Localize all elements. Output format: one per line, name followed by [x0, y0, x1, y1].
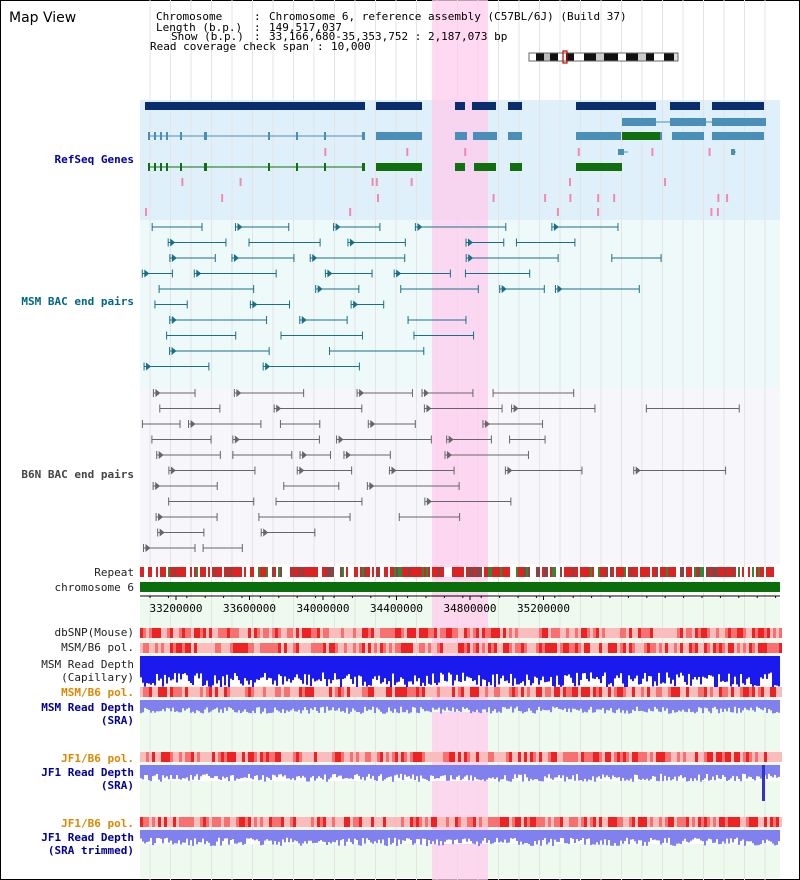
track-label-msm-pol-1[interactable]: MSM/B6 pol. [61, 641, 134, 654]
track-label-msm-pol-2[interactable]: MSM/B6 pol. [61, 686, 134, 699]
repeat-track [140, 567, 780, 577]
page-title: Map View [9, 10, 77, 26]
show-key: Show (b.p.) [171, 30, 244, 43]
chromosome-colon: : [254, 10, 261, 23]
show-colon: : [254, 30, 261, 43]
span-colon: : [317, 40, 324, 53]
axis-tick-label: 34400000 [370, 602, 423, 615]
track-label-refseq[interactable]: RefSeq Genes [54, 153, 134, 166]
track-label-jf1-depth[interactable]: JF1 Read Depth [41, 766, 134, 779]
track-label-msm-depth-sra-sub: (SRA) [100, 714, 134, 727]
track-label-jf1-depth-trim[interactable]: JF1 Read Depth [41, 831, 134, 844]
span-value: 10,000 [331, 40, 371, 53]
variation-tracks [140, 628, 782, 847]
chromosome-bar [140, 582, 780, 592]
chromosome-value: Chromosome 6, reference assembly (C57BL/… [269, 10, 627, 23]
chromosome-ideogram[interactable] [528, 50, 679, 64]
track-label-repeat[interactable]: Repeat [94, 566, 134, 579]
length-value: 149,517,037 [269, 21, 342, 34]
track-label-dbsnp[interactable]: dbSNP(Mouse) [54, 626, 134, 639]
track-label-msm-depth-cap[interactable]: MSM Read Depth [41, 658, 134, 671]
length-colon: : [254, 21, 261, 34]
length-key: Length (b.p.) [156, 21, 243, 34]
show-value: 33,166,680-35,353,752 : 2,187,073 bp [269, 30, 508, 43]
track-label-jf1-pol-2[interactable]: JF1/B6 pol. [61, 817, 134, 830]
position-axis: 33200000 33600000 34000000 34400000 34800000… [140, 595, 780, 615]
chromosome-key: Chromosome [156, 10, 223, 23]
track-label-jf1-depth-trim-sub: (SRA trimmed) [47, 844, 134, 857]
axis-tick-label: 34000000 [297, 602, 350, 615]
track-label-chromosome: chromosome 6 [54, 581, 134, 594]
b6n-bac-pairs-track[interactable] [141, 389, 740, 552]
track-label-msm-bac[interactable]: MSM BAC end pairs [21, 295, 134, 308]
track-label-jf1-depth-sub: (SRA) [100, 779, 134, 792]
axis-tick-label: 33200000 [150, 602, 203, 615]
track-label-msm-depth-cap-sub: (Capillary) [61, 671, 134, 684]
msm-bac-pairs-track[interactable] [141, 223, 662, 371]
axis-tick-label: 33600000 [223, 602, 276, 615]
track-label-jf1-pol-1[interactable]: JF1/B6 pol. [61, 752, 134, 765]
track-label-msm-depth-sra[interactable]: MSM Read Depth [41, 701, 134, 714]
span-key: Read coverage check span [150, 40, 309, 53]
axis-tick-label: 35200000 [517, 602, 570, 615]
track-label-b6n-bac[interactable]: B6N BAC end pairs [21, 468, 134, 481]
axis-tick-label: 34800000 [444, 602, 497, 615]
refseq-genes-track[interactable] [145, 102, 766, 216]
